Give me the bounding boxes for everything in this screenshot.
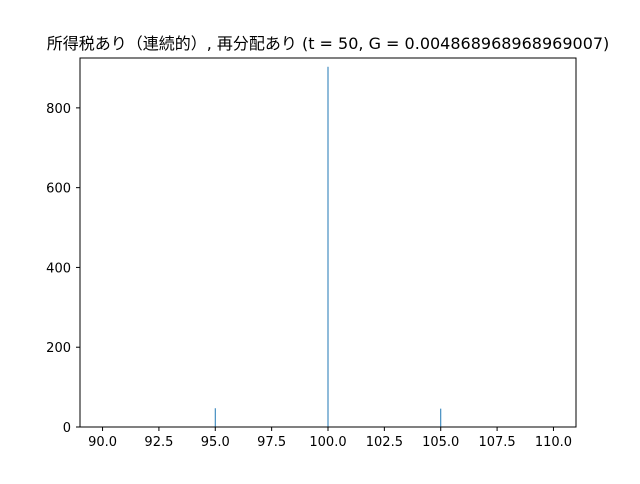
x-tick-label: 105.0 — [422, 435, 459, 450]
bar-95 — [214, 408, 216, 427]
x-tick-label: 97.5 — [257, 435, 286, 450]
y-tick-label: 600 — [46, 182, 71, 197]
y-tick-label: 800 — [46, 102, 71, 117]
x-tick-label: 92.5 — [144, 435, 173, 450]
x-tick-label: 90.0 — [88, 435, 117, 450]
y-tick-label: 0 — [63, 421, 71, 436]
y-axis: 0 200 400 600 800 — [46, 102, 80, 436]
x-tick-label: 95.0 — [201, 435, 230, 450]
y-tick-label: 400 — [46, 261, 71, 276]
bar-100 — [327, 66, 329, 427]
y-tick-label: 200 — [46, 341, 71, 356]
bars-layer — [214, 66, 442, 427]
chart-title: 所得税あり（連続的）, 再分配あり (t = 50, G = 0.0048689… — [47, 34, 610, 53]
x-tick-label: 100.0 — [309, 435, 346, 450]
x-tick-label: 110.0 — [535, 435, 572, 450]
x-tick-label: 107.5 — [478, 435, 515, 450]
x-axis: 90.0 92.5 95.0 97.5 100.0 102.5 105.0 107.5 110.… — [88, 427, 572, 450]
bar-105 — [440, 408, 442, 427]
x-tick-label: 102.5 — [366, 435, 403, 450]
